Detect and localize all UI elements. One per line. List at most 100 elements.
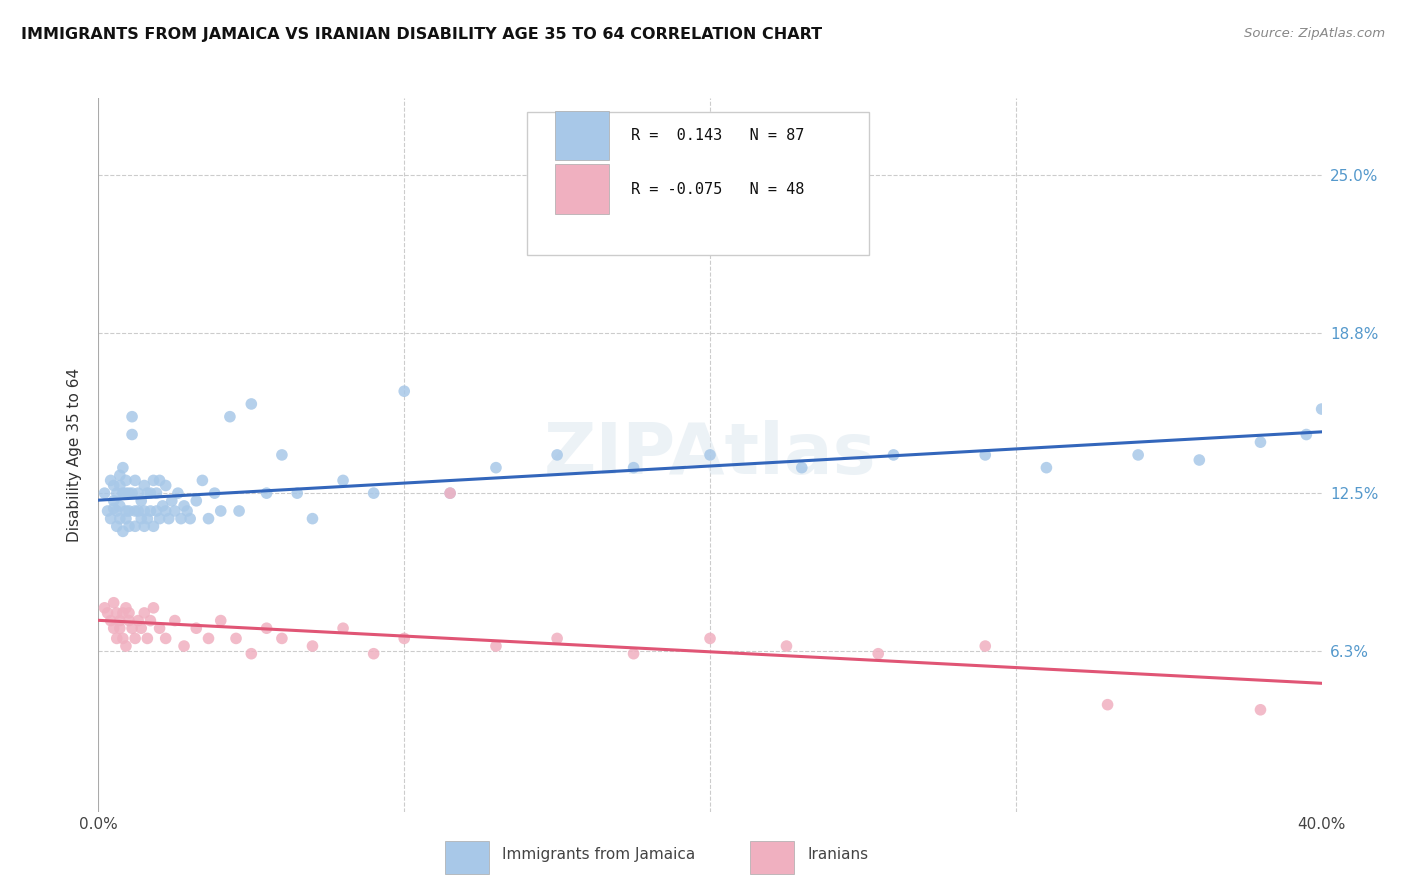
Point xyxy=(1035,460,1057,475)
Point xyxy=(149,474,172,488)
Point xyxy=(623,647,645,661)
Y-axis label: Disability Age 35 to 64: Disability Age 35 to 64 xyxy=(67,368,83,542)
Point xyxy=(103,501,125,516)
Point xyxy=(105,632,128,646)
Point xyxy=(270,448,292,462)
Point xyxy=(115,486,138,500)
Point xyxy=(115,600,138,615)
Point xyxy=(974,639,997,653)
Point xyxy=(392,632,416,646)
Point xyxy=(699,448,721,462)
Point xyxy=(118,606,141,620)
Point xyxy=(155,478,177,492)
Point xyxy=(127,504,149,518)
Point xyxy=(121,486,143,500)
Point xyxy=(186,621,208,635)
Point xyxy=(240,397,263,411)
Point xyxy=(176,504,198,518)
Point xyxy=(209,504,232,518)
Text: IMMIGRANTS FROM JAMAICA VS IRANIAN DISABILITY AGE 35 TO 64 CORRELATION CHART: IMMIGRANTS FROM JAMAICA VS IRANIAN DISAB… xyxy=(21,27,823,42)
Point xyxy=(103,478,125,492)
Point xyxy=(124,519,146,533)
Point xyxy=(439,486,461,500)
Point xyxy=(111,524,134,539)
Point xyxy=(142,474,165,488)
Point xyxy=(1249,435,1271,450)
Point xyxy=(270,632,292,646)
Point xyxy=(775,639,797,653)
Point xyxy=(134,504,156,518)
Point xyxy=(93,486,115,500)
Point xyxy=(179,511,201,525)
Point xyxy=(160,493,183,508)
Point xyxy=(1295,427,1317,442)
Point xyxy=(173,639,195,653)
Point xyxy=(105,504,128,518)
Point xyxy=(228,504,250,518)
Point xyxy=(103,596,125,610)
Point xyxy=(100,474,122,488)
Point xyxy=(163,504,186,518)
Point xyxy=(111,460,134,475)
Point xyxy=(115,474,138,488)
Point xyxy=(136,486,159,500)
Point xyxy=(623,460,645,475)
Point xyxy=(1249,703,1271,717)
FancyBboxPatch shape xyxy=(751,841,794,874)
Point xyxy=(191,474,214,488)
Point xyxy=(121,409,143,424)
Point xyxy=(115,511,138,525)
Point xyxy=(108,478,131,492)
Point xyxy=(124,474,146,488)
Point xyxy=(108,499,131,513)
Point xyxy=(155,632,177,646)
Point xyxy=(1128,448,1150,462)
Point xyxy=(868,647,890,661)
Point xyxy=(790,460,813,475)
Point xyxy=(108,511,131,525)
Point xyxy=(121,427,143,442)
Point xyxy=(115,504,138,518)
Point xyxy=(439,486,461,500)
Point xyxy=(100,614,122,628)
Point xyxy=(301,639,323,653)
Point xyxy=(118,486,141,500)
Point xyxy=(363,486,385,500)
Point xyxy=(155,504,177,518)
Point xyxy=(105,519,128,533)
Point xyxy=(173,499,195,513)
Point xyxy=(105,486,128,500)
Point xyxy=(97,606,120,620)
Point xyxy=(285,486,308,500)
Point xyxy=(152,499,174,513)
Point xyxy=(392,384,416,399)
Point xyxy=(115,639,138,653)
Point xyxy=(209,614,232,628)
Point xyxy=(134,606,156,620)
Point xyxy=(139,614,162,628)
Point xyxy=(108,614,131,628)
Point xyxy=(142,519,165,533)
Point xyxy=(124,632,146,646)
Point xyxy=(118,504,141,518)
Point xyxy=(1188,453,1211,467)
Point xyxy=(103,621,125,635)
Point xyxy=(546,632,568,646)
Point xyxy=(157,511,180,525)
Point xyxy=(256,621,278,635)
Point xyxy=(93,600,115,615)
Point xyxy=(103,493,125,508)
Text: R = -0.075   N = 48: R = -0.075 N = 48 xyxy=(630,182,804,196)
Point xyxy=(134,478,156,492)
Text: ZIPAtlas: ZIPAtlas xyxy=(544,420,876,490)
Point xyxy=(485,639,508,653)
Point xyxy=(225,632,247,646)
Point xyxy=(124,504,146,518)
Point xyxy=(136,632,159,646)
Point xyxy=(111,606,134,620)
Point xyxy=(186,493,208,508)
Point xyxy=(163,614,186,628)
Point xyxy=(139,504,162,518)
Point xyxy=(149,621,172,635)
Point xyxy=(170,511,193,525)
